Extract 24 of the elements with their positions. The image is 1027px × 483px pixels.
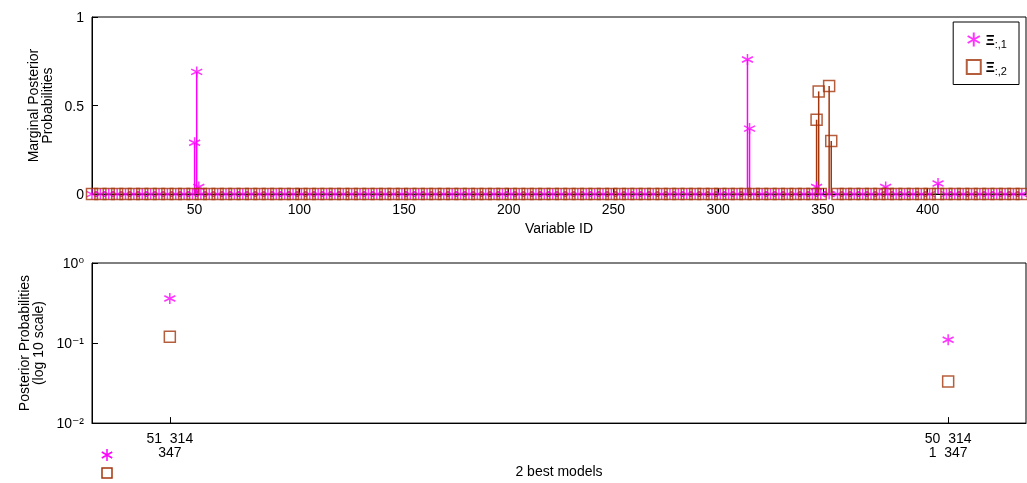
x-tick-label: 150 <box>392 201 416 218</box>
point <box>941 375 955 388</box>
point <box>163 292 177 305</box>
x-tick-label: 300 <box>706 201 731 218</box>
x-tick-label: 50 314 1 347 <box>924 430 972 461</box>
y-tick-label: 10⁰ <box>62 255 85 271</box>
x-tick-label: 250 <box>601 201 626 218</box>
y-tick-label: 1 <box>76 9 85 25</box>
y-axis-title: Marginal Posterior Probabilities <box>24 48 55 163</box>
y-tick-label: 10⁻¹ <box>56 335 85 352</box>
point <box>163 330 177 343</box>
x-tick-label: 350 <box>811 201 835 218</box>
y-axis-title: Posterior Probabilities (log 10 scale) <box>16 274 47 412</box>
x-tick-label: 200 <box>497 201 521 218</box>
point <box>941 333 955 346</box>
x-tick-label: 100 <box>287 201 312 218</box>
x-tick-label: 50 <box>186 201 203 218</box>
y-tick-label: 0 <box>76 186 85 203</box>
x-tick-label: 51 314 347 <box>146 430 194 461</box>
y-tick-label: 10⁻² <box>56 415 85 432</box>
x-axis-title: Variable ID <box>524 220 594 236</box>
y-tick-label: 0.5 <box>64 97 85 114</box>
x-tick-label: 400 <box>915 201 940 218</box>
x-axis-title: 2 best models <box>515 463 603 479</box>
